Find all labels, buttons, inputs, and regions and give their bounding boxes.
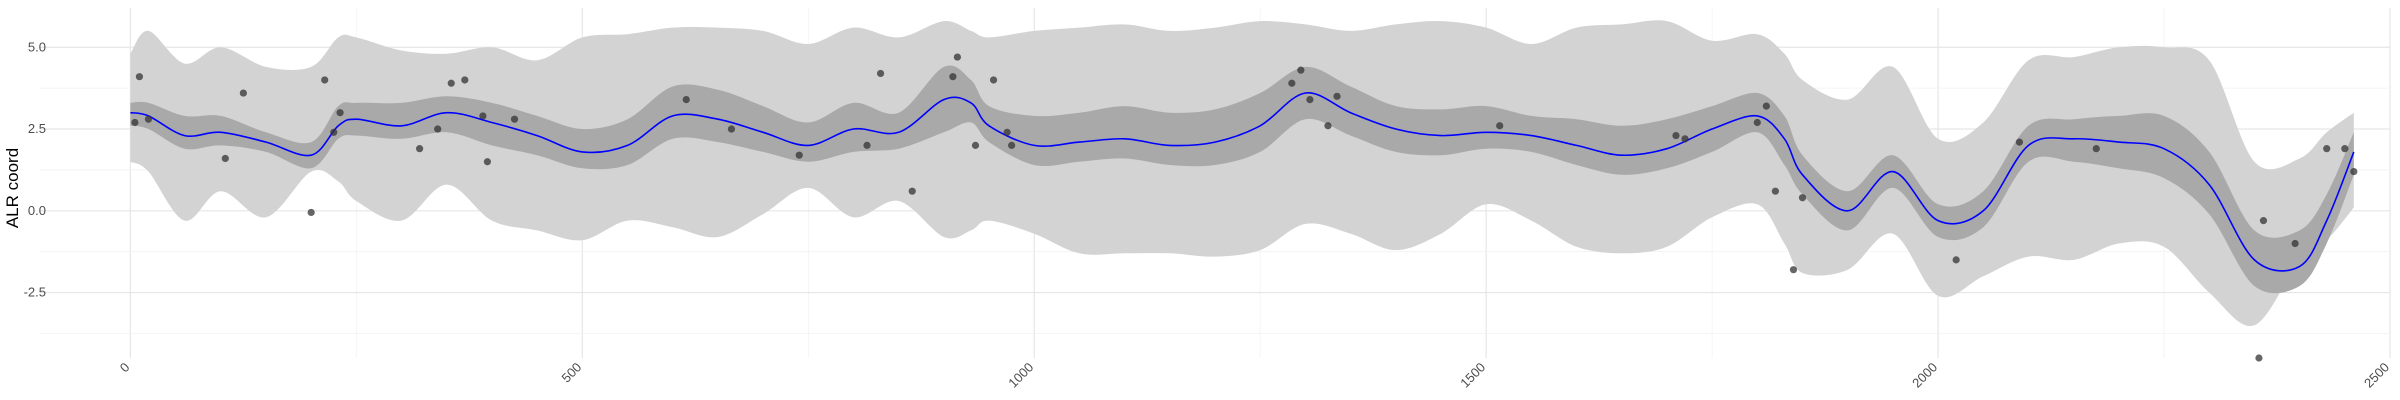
data-point <box>2323 145 2331 153</box>
data-point <box>1306 95 1314 104</box>
mean-line-group <box>130 92 2355 272</box>
y-tick-label: 5.0 <box>28 39 46 54</box>
data-point <box>321 76 329 84</box>
data-point <box>330 128 338 136</box>
data-point <box>949 73 957 81</box>
data-point <box>1762 102 1770 110</box>
data-point <box>908 187 916 195</box>
data-point <box>2341 145 2349 153</box>
data-point <box>479 112 487 120</box>
data-point <box>1753 118 1761 127</box>
y-axis-ticks: -2.5 0.0 2.5 5.0 <box>24 39 46 299</box>
data-point <box>2350 167 2358 176</box>
data-point <box>682 95 690 104</box>
data-point <box>131 118 139 127</box>
data-point <box>144 115 153 123</box>
data-point <box>1952 256 1960 264</box>
y-tick-label: 0.0 <box>28 203 46 218</box>
data-point <box>447 79 455 87</box>
data-point <box>989 76 998 84</box>
data-point <box>1288 79 1296 87</box>
data-point <box>953 53 962 61</box>
data-point <box>483 158 492 166</box>
data-point <box>1324 122 1332 130</box>
data-point <box>221 154 229 163</box>
data-point <box>1771 187 1779 195</box>
data-point <box>1008 141 1016 149</box>
data-point <box>1798 194 1807 202</box>
data-point <box>795 151 803 159</box>
y-tick-label: 2.5 <box>28 121 46 136</box>
data-point <box>416 145 424 153</box>
data-point <box>863 141 871 149</box>
data-point <box>1496 122 1504 130</box>
data-point <box>1297 66 1305 74</box>
data-point <box>1681 135 1689 143</box>
data-point <box>510 115 519 123</box>
data-point <box>239 89 247 97</box>
observed-points <box>131 53 2358 362</box>
data-point <box>727 125 736 133</box>
data-point <box>1672 131 1680 140</box>
data-point <box>461 76 469 84</box>
y-tick-label: -2.5 <box>24 285 46 300</box>
data-point <box>1003 128 1011 136</box>
inner-interval-band <box>130 65 2354 294</box>
data-point <box>2255 354 2263 362</box>
mean-line <box>130 92 2355 272</box>
data-point <box>1789 266 1798 274</box>
data-point <box>2092 145 2100 153</box>
y-axis-title: ALR coord <box>3 148 22 228</box>
data-point <box>2015 138 2024 146</box>
data-point <box>434 125 442 133</box>
data-point <box>2259 217 2268 225</box>
data-point <box>971 141 980 149</box>
data-point <box>307 208 315 217</box>
data-point <box>876 69 885 78</box>
data-point <box>336 109 344 117</box>
data-point <box>135 73 144 81</box>
data-point <box>2291 239 2299 248</box>
data-point <box>1333 92 1341 100</box>
